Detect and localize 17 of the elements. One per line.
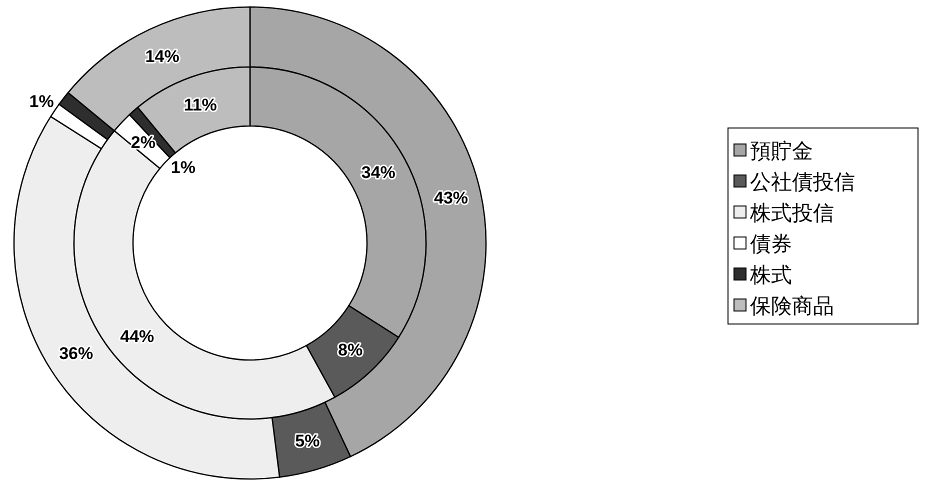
data-label: 14% [145,47,180,66]
data-label: 1% [170,158,196,177]
data-label: 2% [130,133,156,152]
legend-label: 公社債投信 [750,170,855,194]
data-label: 44% [120,326,154,346]
legend-label: 預貯金 [750,139,813,163]
data-label: 11% [184,96,217,115]
legend-label: 保険商品 [750,294,834,318]
data-label: 8% [338,340,363,360]
data-label: 43% [434,188,468,208]
legend-label: 債券 [750,232,792,256]
data-label: 34% [361,162,396,182]
legend-label: 株式 [749,263,792,287]
data-label: 36% [59,344,94,363]
data-label: 5% [295,431,320,450]
data-label: 1% [29,92,54,111]
legend-label: 株式投信 [749,201,834,225]
